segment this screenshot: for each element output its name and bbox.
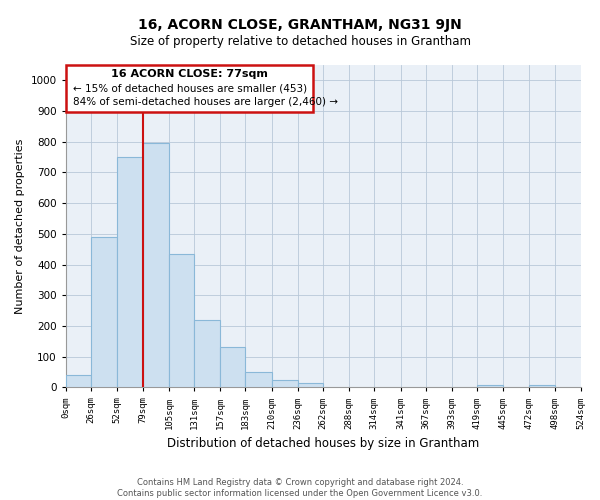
Bar [298,383,323,388]
Bar [245,372,272,388]
Bar [91,237,117,388]
Bar [66,375,91,388]
Bar [272,380,298,388]
Text: 16, ACORN CLOSE, GRANTHAM, NG31 9JN: 16, ACORN CLOSE, GRANTHAM, NG31 9JN [138,18,462,32]
Bar [220,348,245,388]
Bar [143,144,169,388]
Y-axis label: Number of detached properties: Number of detached properties [15,138,25,314]
Text: ← 15% of detached houses are smaller (453): ← 15% of detached houses are smaller (45… [73,84,308,94]
Text: Contains HM Land Registry data © Crown copyright and database right 2024.
Contai: Contains HM Land Registry data © Crown c… [118,478,482,498]
Bar [117,157,143,388]
Bar [169,254,194,388]
X-axis label: Distribution of detached houses by size in Grantham: Distribution of detached houses by size … [167,437,479,450]
Bar [478,385,503,388]
Text: Size of property relative to detached houses in Grantham: Size of property relative to detached ho… [130,35,470,48]
Text: 84% of semi-detached houses are larger (2,460) →: 84% of semi-detached houses are larger (… [73,96,338,106]
Bar [194,320,220,388]
Text: 16 ACORN CLOSE: 77sqm: 16 ACORN CLOSE: 77sqm [111,69,268,79]
Bar [529,385,555,388]
FancyBboxPatch shape [66,65,313,112]
